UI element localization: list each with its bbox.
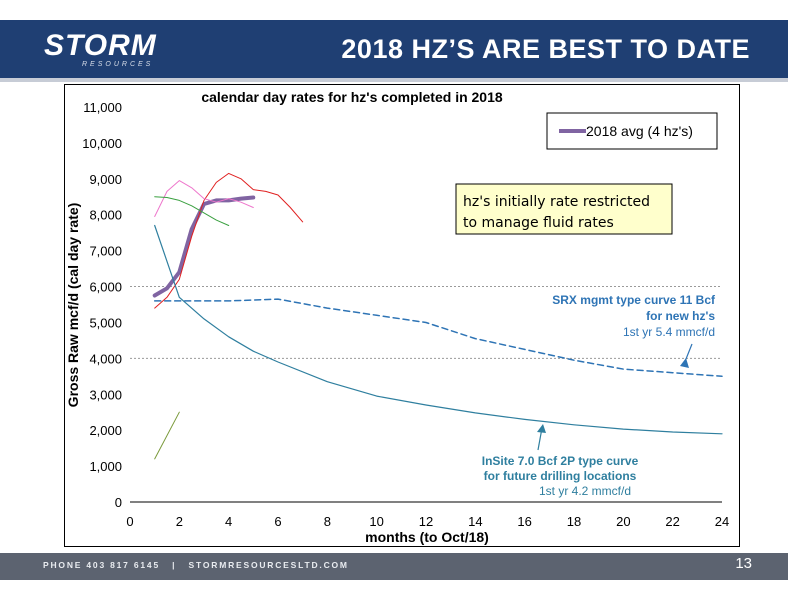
srx-label-line: SRX mgmt type curve 11 Bcf — [552, 293, 716, 307]
footer-separator: | — [172, 560, 177, 570]
x-tick-label: 8 — [324, 514, 331, 529]
restriction-note-line: hz's initially rate restricted — [463, 194, 650, 210]
y-tick-label: 9,000 — [89, 172, 122, 187]
footer-contact: PHONE 403 817 6145 | STORMRESOURCESLTD.C… — [43, 560, 349, 570]
series-line-1 — [154, 172, 304, 309]
restriction-note-box — [455, 183, 673, 235]
insite-label-line: for future drilling locations — [484, 469, 637, 483]
chart-frame — [64, 84, 740, 547]
y-tick-label: 10,000 — [82, 136, 122, 151]
y-tick-label: 11,000 — [83, 100, 122, 115]
x-tick-label: 16 — [517, 514, 531, 529]
page-number: 13 — [735, 555, 752, 572]
series-line-6 — [154, 411, 180, 460]
srx-label-line: for new hz's — [646, 309, 715, 323]
header-stripe — [0, 78, 788, 82]
footer-website[interactable]: STORMRESOURCESLTD.COM — [188, 560, 349, 570]
srx-arrowhead — [680, 358, 689, 368]
x-tick-label: 14 — [468, 514, 482, 529]
y-tick-label: 2,000 — [89, 423, 122, 438]
footer-bar — [0, 553, 788, 580]
series-line-2 — [154, 180, 254, 217]
storm-logo-subtext: RESOURCES — [82, 61, 154, 68]
y-axis-label: Gross Raw mcf/d (cal day rate) — [65, 203, 81, 408]
srx-label-line: 1st yr 5.4 mmcf/d — [623, 325, 715, 339]
x-tick-label: 6 — [274, 514, 281, 529]
x-tick-label: 22 — [665, 514, 679, 529]
x-axis-label: months (to Oct/18) — [365, 529, 489, 545]
x-tick-label: 4 — [225, 514, 232, 529]
storm-logo: STORM — [44, 29, 157, 62]
series-line-4 — [154, 224, 723, 435]
y-tick-label: 4,000 — [89, 351, 122, 366]
x-tick-label: 18 — [567, 514, 581, 529]
insite-label-line: 1st yr 4.2 mmcf/d — [539, 484, 631, 498]
y-tick-label: 1,000 — [89, 459, 122, 474]
chart-title: calendar day rates for hz's completed in… — [201, 89, 503, 105]
series-line-5 — [153, 298, 723, 378]
y-tick-label: 7,000 — [89, 244, 122, 259]
y-tick-label: 8,000 — [89, 208, 122, 223]
x-tick-label: 24 — [715, 514, 729, 529]
y-tick-label: 3,000 — [89, 387, 122, 402]
restriction-note-line: to manage fluid rates — [463, 215, 614, 231]
y-tick-label: 0 — [115, 495, 122, 510]
legend-label: 2018 avg (4 hz's) — [586, 123, 693, 139]
slide-title: 2018 HZ’S ARE BEST TO DATE — [341, 34, 750, 64]
insite-label-line: InSite 7.0 Bcf 2P type curve — [482, 454, 639, 468]
series-line-2018-avg — [152, 195, 256, 298]
x-tick-label: 2 — [176, 514, 183, 529]
y-tick-label: 6,000 — [89, 280, 122, 295]
x-tick-label: 10 — [369, 514, 383, 529]
header-bar — [0, 20, 788, 78]
footer-phone: PHONE 403 817 6145 — [43, 560, 160, 570]
y-tick-label: 5,000 — [89, 315, 122, 330]
x-tick-label: 0 — [126, 514, 133, 529]
series-line-3 — [154, 196, 230, 226]
x-tick-label: 20 — [616, 514, 630, 529]
x-tick-label: 12 — [419, 514, 433, 529]
insite-arrowhead — [537, 424, 546, 433]
